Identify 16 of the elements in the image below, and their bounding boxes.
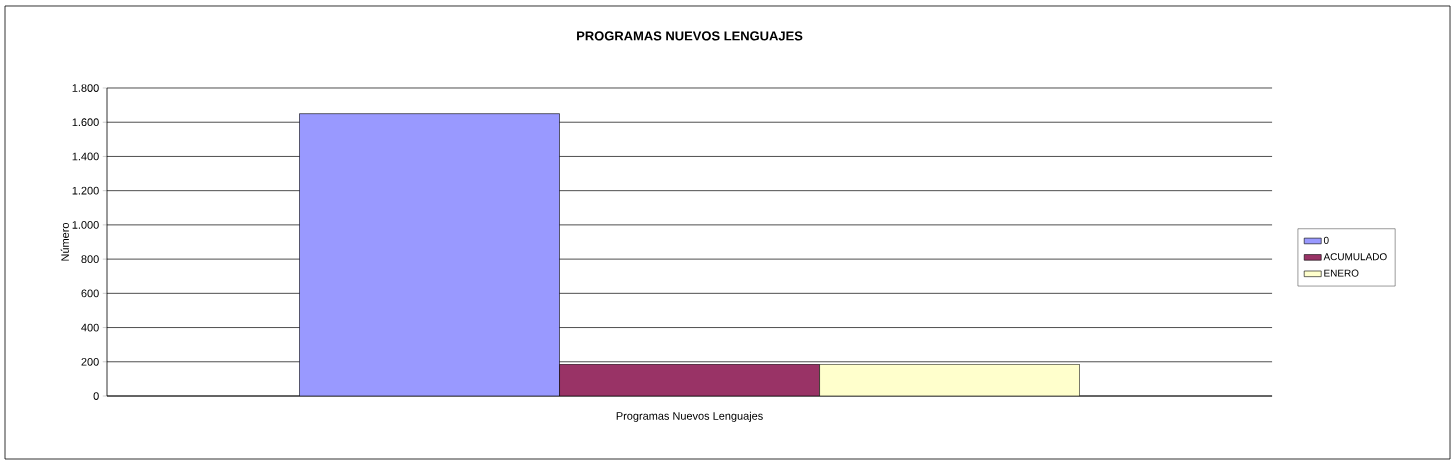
- y-tick-label: 400: [81, 323, 99, 332]
- y-tick-label: 600: [81, 289, 99, 298]
- legend-label: 0: [1323, 236, 1329, 244]
- y-tick-label: 800: [81, 255, 99, 263]
- y-tick-label: 1.200: [72, 186, 99, 195]
- y-tick-label: 1.400: [72, 152, 99, 161]
- y-tick-label: 1.600: [72, 118, 99, 127]
- y-tick-label: 0: [93, 392, 99, 400]
- x-tick-label: Programas Nuevos Lenguajes: [616, 411, 763, 422]
- legend-label: ACUMULADO: [1323, 253, 1387, 261]
- y-tick-label: 200: [81, 357, 99, 366]
- legend-label: ENERO: [1324, 269, 1359, 277]
- y-tick-label: 1.000: [72, 221, 99, 229]
- y-tick-label: 1.800: [72, 84, 99, 92]
- chart-title: PROGRAMAS NUEVOS LENGUAJES: [577, 31, 803, 41]
- y-axis-title: Número: [60, 222, 69, 261]
